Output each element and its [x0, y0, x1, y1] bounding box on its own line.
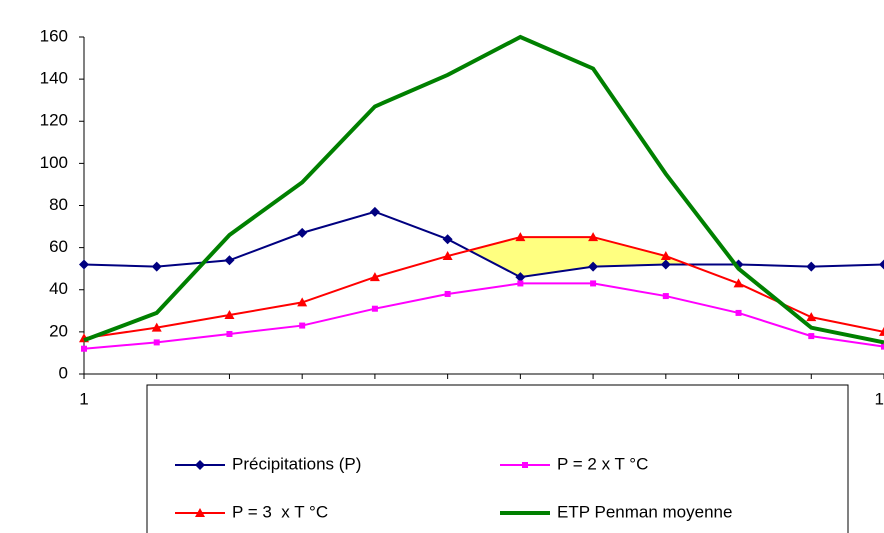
legend-label: Précipitations (P): [232, 454, 361, 473]
y-tick-label: 0: [59, 363, 68, 382]
marker: [369, 206, 380, 217]
y-tick-label: 40: [49, 279, 68, 298]
marker: [515, 272, 526, 283]
marker: [224, 310, 235, 320]
y-tick-label: 60: [49, 237, 68, 256]
marker: [515, 232, 526, 242]
marker: [806, 312, 817, 322]
marker: [660, 251, 671, 261]
marker: [79, 259, 89, 270]
marker: [226, 330, 233, 337]
x-tick-label: 12: [875, 389, 884, 408]
marker: [588, 232, 599, 242]
marker: [879, 326, 884, 336]
legend-marker: [522, 462, 528, 468]
y-tick-label: 100: [40, 153, 68, 172]
marker: [299, 322, 306, 329]
marker: [442, 251, 453, 261]
legend-marker: [195, 460, 205, 470]
legend-label: P = 2 x T °C: [557, 454, 648, 473]
marker: [881, 343, 884, 350]
legend-marker: [195, 508, 205, 517]
legend-label: ETP Penman moyenne: [557, 502, 732, 521]
series-line: [83, 236, 884, 340]
marker: [369, 272, 380, 282]
series-line: [83, 210, 884, 279]
y-tick-label: 160: [40, 26, 68, 45]
series-line: [83, 34, 884, 345]
y-tick-label: 80: [49, 195, 68, 214]
marker: [590, 280, 597, 287]
fill-between: [469, 237, 689, 278]
marker: [733, 278, 744, 288]
marker: [297, 227, 308, 238]
marker: [151, 322, 162, 332]
y-tick-label: 120: [40, 111, 68, 130]
marker: [442, 234, 453, 245]
legend: Précipitations (P) P = 2 x T °C P = 3 x T …: [146, 384, 849, 533]
marker: [588, 261, 599, 272]
marker: [517, 280, 524, 287]
marker: [879, 259, 884, 270]
marker: [806, 261, 817, 272]
marker: [662, 293, 669, 300]
marker: [808, 333, 815, 340]
marker: [297, 297, 308, 307]
y-tick-label: 20: [49, 321, 68, 340]
marker: [81, 345, 87, 352]
y-tick-label: 140: [40, 69, 68, 88]
legend-box: [146, 384, 849, 533]
series-line: [83, 282, 884, 350]
marker: [153, 339, 160, 346]
x-tick-label: 1: [79, 389, 88, 408]
marker: [444, 290, 451, 297]
marker: [371, 305, 378, 312]
marker: [224, 255, 235, 266]
legend-label: P = 3 x T °C: [232, 502, 328, 521]
marker: [735, 309, 742, 316]
marker: [660, 259, 671, 270]
marker: [151, 261, 162, 272]
